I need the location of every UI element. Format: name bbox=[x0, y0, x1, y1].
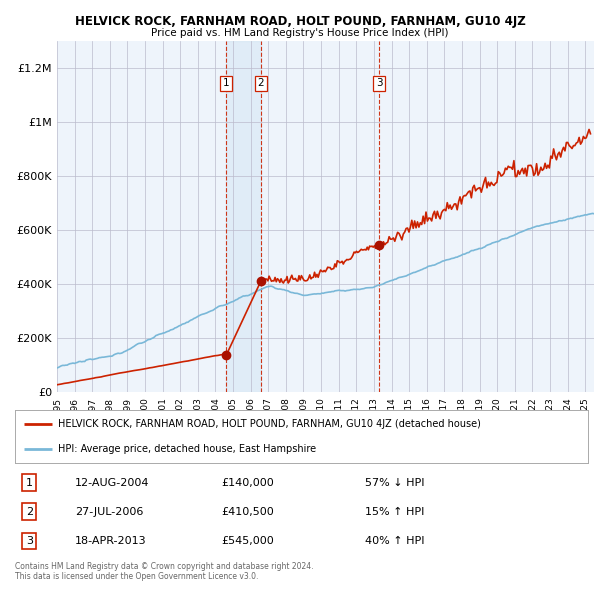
Text: 27-JUL-2006: 27-JUL-2006 bbox=[75, 507, 143, 517]
Text: £140,000: £140,000 bbox=[221, 477, 274, 487]
Text: 15% ↑ HPI: 15% ↑ HPI bbox=[365, 507, 424, 517]
Text: 3: 3 bbox=[376, 78, 383, 88]
Text: HELVICK ROCK, FARNHAM ROAD, HOLT POUND, FARNHAM, GU10 4JZ: HELVICK ROCK, FARNHAM ROAD, HOLT POUND, … bbox=[74, 15, 526, 28]
Text: 40% ↑ HPI: 40% ↑ HPI bbox=[365, 536, 424, 546]
Text: 18-APR-2013: 18-APR-2013 bbox=[75, 536, 147, 546]
Text: 2: 2 bbox=[26, 507, 33, 517]
Text: 1: 1 bbox=[223, 78, 230, 88]
Text: 12-AUG-2004: 12-AUG-2004 bbox=[75, 477, 149, 487]
Text: 57% ↓ HPI: 57% ↓ HPI bbox=[365, 477, 424, 487]
Text: Price paid vs. HM Land Registry's House Price Index (HPI): Price paid vs. HM Land Registry's House … bbox=[151, 28, 449, 38]
Bar bbox=[226, 41, 261, 392]
Text: £410,500: £410,500 bbox=[221, 507, 274, 517]
Text: 3: 3 bbox=[26, 536, 33, 546]
Text: Contains HM Land Registry data © Crown copyright and database right 2024.
This d: Contains HM Land Registry data © Crown c… bbox=[15, 562, 314, 581]
Text: 2: 2 bbox=[257, 78, 264, 88]
Text: £545,000: £545,000 bbox=[221, 536, 274, 546]
Text: HPI: Average price, detached house, East Hampshire: HPI: Average price, detached house, East… bbox=[58, 444, 316, 454]
Text: 1: 1 bbox=[26, 477, 33, 487]
Text: HELVICK ROCK, FARNHAM ROAD, HOLT POUND, FARNHAM, GU10 4JZ (detached house): HELVICK ROCK, FARNHAM ROAD, HOLT POUND, … bbox=[58, 419, 481, 430]
